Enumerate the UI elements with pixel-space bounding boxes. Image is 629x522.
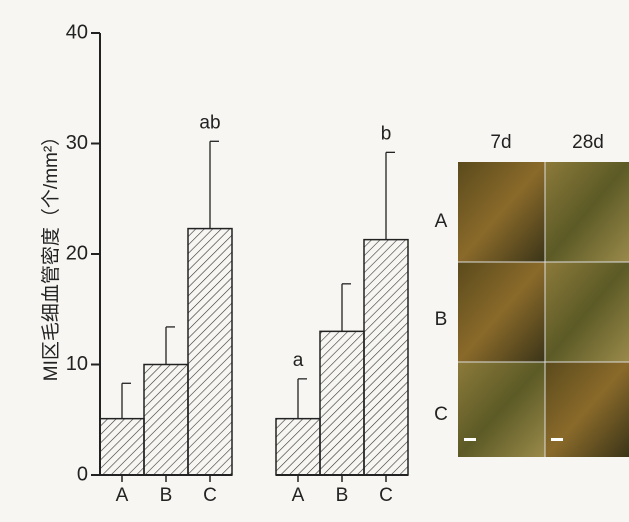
micrograph bbox=[545, 262, 629, 362]
significance-label: a bbox=[293, 350, 304, 371]
bar bbox=[188, 229, 232, 475]
x-tick-label: A bbox=[116, 485, 129, 506]
scale-bar bbox=[551, 438, 563, 441]
y-tick-label: 30 bbox=[66, 132, 88, 154]
bar bbox=[276, 419, 320, 475]
x-tick-label: B bbox=[160, 485, 173, 506]
x-tick-label: C bbox=[379, 485, 393, 506]
x-tick-label: A bbox=[292, 485, 305, 506]
y-tick-label: 20 bbox=[66, 242, 88, 264]
column-label: 7d bbox=[490, 132, 511, 153]
bar bbox=[320, 331, 364, 475]
y-axis-label: MI区毛细血管密度（个/mm²） bbox=[40, 127, 62, 381]
x-tick-label: C bbox=[203, 485, 217, 506]
micrograph bbox=[458, 162, 545, 262]
column-label: 28d bbox=[572, 132, 604, 153]
bar bbox=[100, 419, 144, 475]
bar bbox=[364, 240, 408, 475]
bar bbox=[144, 365, 188, 476]
page: {"chart_data": {"type": "bar", "y_label"… bbox=[0, 0, 629, 522]
micrograph bbox=[545, 162, 629, 262]
micrograph bbox=[458, 262, 545, 362]
micrograph bbox=[545, 362, 629, 457]
y-tick-label: 40 bbox=[66, 21, 88, 43]
y-tick-label: 10 bbox=[66, 353, 88, 375]
figure: MI区毛细血管密度（个/mm²） 7d28dABC 010203040ABCab… bbox=[0, 0, 629, 522]
significance-label: ab bbox=[199, 112, 220, 133]
significance-label: b bbox=[381, 123, 392, 144]
scale-bar bbox=[464, 438, 476, 441]
row-label: B bbox=[435, 309, 448, 330]
micrograph bbox=[458, 362, 545, 457]
micrograph-panel: 7d 28d A B C bbox=[434, 132, 629, 457]
row-label: C bbox=[434, 404, 448, 425]
y-tick-label: 0 bbox=[77, 463, 88, 485]
x-tick-label: B bbox=[336, 485, 349, 506]
row-label: A bbox=[435, 211, 448, 232]
